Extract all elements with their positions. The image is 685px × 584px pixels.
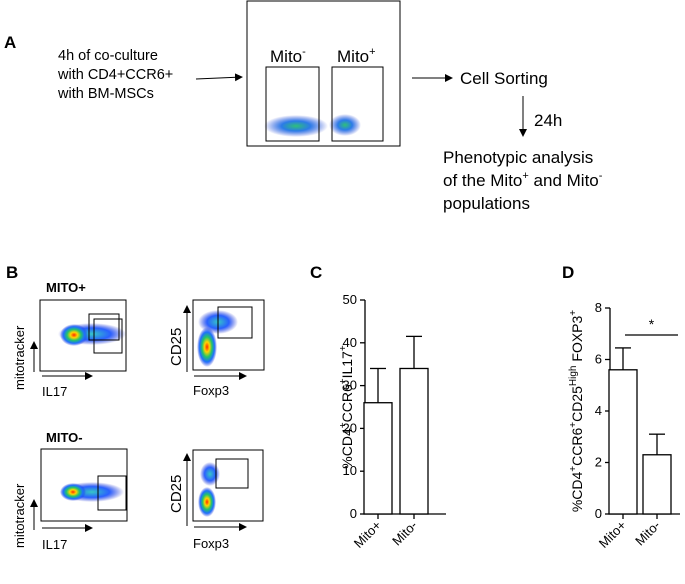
y-tick-label: 4 bbox=[595, 403, 602, 418]
y-tick-label: 50 bbox=[343, 292, 357, 307]
y-axis-label-part: %CD4 bbox=[339, 428, 355, 469]
y-axis-label-part: + bbox=[568, 422, 579, 428]
x-tick-label: Mito+ bbox=[596, 518, 629, 551]
density-core bbox=[197, 327, 217, 367]
gate-neg-box bbox=[265, 66, 320, 142]
plot-mitopos-foxp3 bbox=[192, 299, 265, 371]
y-axis-label-part: FOXP3 bbox=[569, 315, 585, 365]
x-tick-label: Mito+ bbox=[351, 518, 384, 551]
xlabel-il17-1: IL17 bbox=[42, 384, 67, 399]
bar bbox=[608, 369, 638, 515]
mito-pos-label: MITO+ bbox=[46, 280, 86, 295]
time-text: 24h bbox=[534, 111, 562, 130]
plot-mitopos-il17 bbox=[39, 299, 127, 372]
y-axis-label: %CD4+CCR6+CD25High FOXP3+ bbox=[568, 310, 585, 512]
y-tick-label: 20 bbox=[343, 420, 357, 435]
bar bbox=[399, 367, 429, 515]
density-core bbox=[60, 483, 86, 501]
xlabel-il17-2: IL17 bbox=[42, 537, 67, 552]
panel-d-label: D bbox=[562, 263, 574, 282]
y-axis-label-part: CCR6 bbox=[569, 428, 585, 466]
input-line-1: 4h of co-culture bbox=[58, 48, 158, 64]
y-axis-label-part: + bbox=[568, 310, 579, 316]
phenotype-line-2: of the Mito+ and Mito- bbox=[443, 170, 603, 190]
y-tick-label: 2 bbox=[595, 455, 602, 470]
density-upper bbox=[200, 462, 220, 486]
gate-box bbox=[215, 458, 249, 489]
input-text: 4h of co-culture with CD4+CCR6+ with BM-… bbox=[57, 48, 173, 102]
x-tick-label: Mito- bbox=[389, 518, 420, 549]
density-core bbox=[198, 487, 216, 517]
y-tick-label: 30 bbox=[343, 378, 357, 393]
y-tick-label: 0 bbox=[350, 506, 357, 521]
panel-b-label: B bbox=[6, 263, 18, 282]
input-line-2: with CD4+CCR6+ bbox=[57, 67, 173, 83]
y-tick-label: 6 bbox=[595, 352, 602, 367]
population-neg bbox=[264, 115, 328, 137]
plot-mitoneg-foxp3 bbox=[192, 449, 264, 522]
phenotype-line-3: populations bbox=[443, 194, 530, 213]
significance-star: * bbox=[649, 316, 655, 332]
x-tick-label: Mito- bbox=[632, 518, 663, 549]
y-tick-label: 0 bbox=[595, 506, 602, 521]
xlabel-foxp3-2: Foxp3 bbox=[193, 536, 229, 551]
y-axis-label-part: + bbox=[338, 422, 349, 428]
ylabel-mitotracker-1: mitotracker bbox=[12, 325, 27, 390]
population-pos bbox=[329, 114, 361, 136]
ylabel-cd25-1: CD25 bbox=[168, 328, 185, 366]
y-tick-label: 40 bbox=[343, 335, 357, 350]
gate-pos-label: Mito+ bbox=[337, 46, 376, 66]
ylabel-cd25-2: CD25 bbox=[168, 475, 185, 513]
gate-box-1 bbox=[88, 313, 120, 341]
density-core bbox=[60, 324, 88, 346]
y-axis-label-part: %CD4 bbox=[569, 471, 585, 512]
y-axis-label: %CD4+CCR6+IL17+ bbox=[338, 345, 355, 469]
y-axis-label-part: High bbox=[568, 365, 579, 386]
ylabel-mitotracker-2: mitotracker bbox=[12, 483, 27, 548]
mito-neg-label: MITO- bbox=[46, 430, 83, 445]
y-axis-label-part: CD25 bbox=[569, 386, 585, 422]
panel-c-label: C bbox=[310, 263, 322, 282]
y-axis-label-part: + bbox=[338, 378, 349, 384]
phenotype-line-1: Phenotypic analysis bbox=[443, 148, 593, 167]
y-tick-label: 10 bbox=[343, 463, 357, 478]
gate-box-2 bbox=[93, 318, 123, 354]
y-axis-label-part: IL17 bbox=[339, 351, 355, 378]
panel-a-label: A bbox=[4, 33, 16, 52]
y-tick-label: 8 bbox=[595, 300, 602, 315]
y-axis-label-part: CCR6 bbox=[339, 384, 355, 422]
plot-mitoneg-il17 bbox=[40, 448, 128, 522]
gate-neg-label: Mito- bbox=[270, 46, 306, 66]
input-line-3: with BM-MSCs bbox=[57, 86, 154, 102]
gate-pos-box bbox=[331, 66, 384, 142]
cell-sorting-text: Cell Sorting bbox=[460, 69, 548, 88]
phenotype-text: Phenotypic analysis of the Mito+ and Mit… bbox=[443, 148, 603, 213]
arrow-to-gate bbox=[195, 73, 243, 82]
y-axis-label-part: + bbox=[338, 345, 349, 351]
gate-box bbox=[217, 306, 253, 339]
bar bbox=[363, 402, 393, 515]
xlabel-foxp3-1: Foxp3 bbox=[193, 383, 229, 398]
bar bbox=[642, 454, 672, 515]
gate-box bbox=[97, 475, 127, 511]
y-axis-label-part: + bbox=[568, 466, 579, 472]
